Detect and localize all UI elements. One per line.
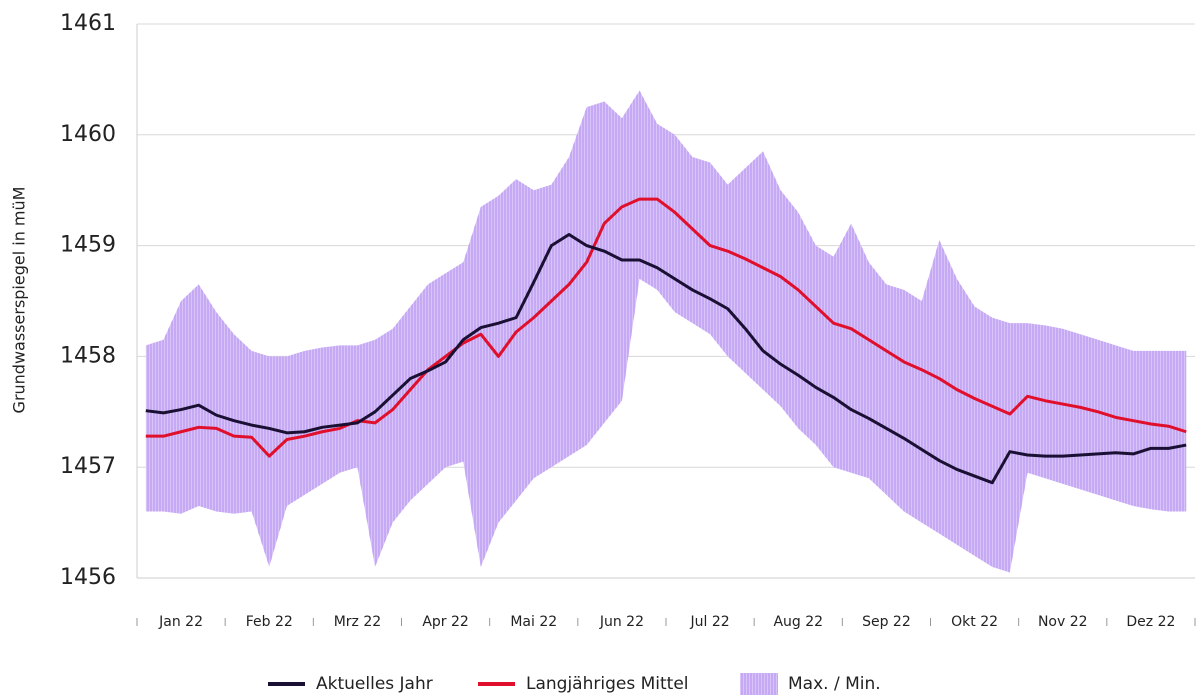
- series-line: [145, 233, 1187, 485]
- x-tick-label: Jun 22: [599, 614, 644, 630]
- x-tick-label: Aug 22: [773, 614, 823, 630]
- y-tick-label: 1460: [60, 122, 116, 147]
- x-tick-label: Jul 22: [690, 614, 730, 630]
- x-tick-label: Okt 22: [951, 614, 998, 630]
- y-tick-label: 1456: [60, 565, 116, 590]
- x-tick-label: Jan 22: [158, 614, 203, 630]
- y-axis-label: Grundwasserspiegel in müM: [10, 187, 29, 414]
- x-tick-label: Apr 22: [422, 614, 468, 630]
- x-tick-label: Mrz 22: [334, 614, 381, 630]
- legend-label: Langjähriges Mittel: [526, 674, 689, 694]
- y-tick-label: 1457: [60, 454, 116, 479]
- x-tick-label: Dez 22: [1126, 614, 1175, 630]
- x-tick-label: Feb 22: [246, 614, 293, 630]
- x-tick-label: Nov 22: [1038, 614, 1088, 630]
- min-max-band: [145, 90, 1187, 573]
- series-line: [145, 197, 1187, 458]
- legend-label: Aktuelles Jahr: [316, 674, 433, 694]
- y-tick-label: 1461: [60, 11, 116, 36]
- legend-swatch: [740, 673, 778, 695]
- x-tick-label: Mai 22: [510, 614, 557, 630]
- x-tick-label: Sep 22: [862, 614, 911, 630]
- y-tick-label: 1459: [60, 233, 116, 258]
- legend-label: Max. / Min.: [788, 674, 881, 694]
- y-tick-label: 1458: [60, 343, 116, 368]
